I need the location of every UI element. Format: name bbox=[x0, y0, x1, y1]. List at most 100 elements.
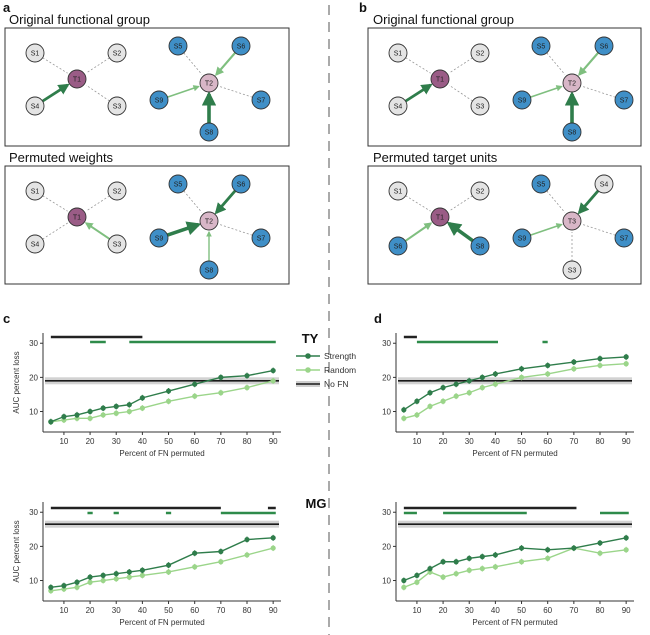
network-b-original: S1 S2 S4 S3 T1 S5 S6 S9 S7 S8 T2 bbox=[388, 36, 634, 142]
y-tick-label: 10 bbox=[382, 408, 391, 417]
y-tick-label: 30 bbox=[29, 508, 38, 517]
network-a-original: S1 S2 S4 S3 T1 S5 S6 S9 S7 S8 T2 bbox=[25, 36, 271, 142]
x-tick-label: 10 bbox=[412, 437, 421, 446]
data-point-random bbox=[597, 362, 603, 369]
data-point-strength bbox=[48, 584, 54, 590]
x-axis-label: Percent of FN permuted bbox=[472, 449, 557, 458]
x-tick-label: 40 bbox=[491, 606, 500, 615]
x-tick-label: 80 bbox=[596, 606, 605, 615]
y-tick-label: 20 bbox=[29, 373, 38, 382]
node-s6 bbox=[231, 36, 251, 56]
data-point-strength bbox=[623, 535, 629, 541]
data-point-strength bbox=[453, 381, 459, 387]
x-tick-label: 70 bbox=[216, 606, 225, 615]
x-axis-label: Percent of FN permuted bbox=[472, 618, 557, 627]
data-point-strength bbox=[139, 567, 145, 573]
node-t2 bbox=[199, 211, 219, 231]
medium-connection-arrow bbox=[404, 222, 433, 242]
series-line-random bbox=[403, 547, 627, 588]
data-point-random bbox=[453, 571, 459, 577]
legend-random-marker bbox=[305, 367, 311, 373]
node-s8 bbox=[562, 122, 582, 142]
data-point-strength bbox=[401, 407, 407, 413]
data-point-strength bbox=[87, 408, 93, 415]
x-tick-label: 50 bbox=[164, 606, 173, 615]
data-point-random bbox=[401, 415, 407, 421]
data-point-random bbox=[545, 555, 551, 561]
weak-connection bbox=[546, 190, 566, 213]
node-s1 bbox=[25, 43, 45, 63]
x-tick-label: 30 bbox=[112, 437, 121, 446]
node-s7 bbox=[251, 228, 271, 248]
node-label: T1 bbox=[436, 77, 444, 84]
node-label: S3 bbox=[476, 104, 485, 111]
node-label: S5 bbox=[174, 44, 183, 51]
data-point-random bbox=[192, 393, 198, 399]
node-label: S6 bbox=[600, 44, 609, 51]
weak-connection bbox=[582, 86, 616, 98]
diagram-title-b-top: Original functional group bbox=[373, 12, 514, 27]
x-tick-label: 10 bbox=[412, 606, 421, 615]
node-s4 bbox=[388, 96, 408, 116]
node-label: T1 bbox=[73, 77, 81, 84]
data-point-random bbox=[126, 574, 132, 580]
node-label: T1 bbox=[436, 215, 444, 222]
node-t2 bbox=[562, 73, 582, 93]
y-tick-label: 30 bbox=[382, 339, 391, 348]
weak-connection bbox=[42, 222, 68, 240]
y-tick-label: 20 bbox=[29, 542, 38, 551]
x-tick-label: 60 bbox=[543, 437, 552, 446]
weak-connection bbox=[86, 57, 110, 74]
x-tick-label: 40 bbox=[138, 606, 147, 615]
panel-label-d: d bbox=[374, 311, 382, 326]
row-label-mg: MG bbox=[306, 496, 327, 511]
data-point-random bbox=[453, 393, 459, 399]
node-s5 bbox=[531, 174, 551, 194]
y-tick-label: 20 bbox=[382, 542, 391, 551]
x-tick-label: 80 bbox=[596, 437, 605, 446]
data-point-strength bbox=[74, 579, 80, 585]
data-point-strength bbox=[126, 569, 132, 575]
data-point-strength bbox=[414, 398, 420, 404]
node-label: S8 bbox=[476, 244, 485, 251]
weak-connection bbox=[183, 190, 203, 213]
x-tick-label: 50 bbox=[517, 437, 526, 446]
diagram-frame-b-bottom bbox=[367, 165, 642, 285]
x-tick-label: 10 bbox=[59, 606, 68, 615]
node-label: S4 bbox=[31, 104, 40, 111]
node-s1 bbox=[388, 43, 408, 63]
data-point-strength bbox=[597, 540, 603, 546]
legend-strength-label: Strength bbox=[324, 351, 356, 361]
x-tick-label: 20 bbox=[439, 606, 448, 615]
data-point-random bbox=[270, 545, 276, 551]
node-label: S8 bbox=[205, 130, 214, 137]
data-point-strength bbox=[545, 547, 551, 553]
data-point-random bbox=[518, 374, 525, 380]
panel-label-c: c bbox=[3, 311, 10, 326]
data-point-random bbox=[597, 550, 603, 556]
series-line-random bbox=[50, 380, 274, 423]
data-point-strength bbox=[492, 552, 498, 558]
node-label: S3 bbox=[113, 104, 122, 111]
diagram-frame-b-top bbox=[367, 27, 642, 147]
y-tick-label: 30 bbox=[29, 339, 38, 348]
data-point-strength bbox=[244, 373, 250, 379]
chart-d-mg: 10 20 30 40 50 60 70 80 90 10 20 30 Percent of FN pe… bbox=[382, 502, 634, 627]
weak-connection bbox=[86, 195, 110, 212]
data-point-random bbox=[100, 412, 106, 418]
x-tick-label: 10 bbox=[59, 437, 68, 446]
legend-nofn-label: No FN bbox=[324, 379, 349, 389]
node-label: S4 bbox=[600, 182, 609, 189]
node-label: S7 bbox=[257, 236, 266, 243]
weak-connection bbox=[42, 195, 68, 212]
data-point-strength bbox=[61, 583, 67, 589]
node-s9 bbox=[512, 228, 532, 248]
x-tick-label: 70 bbox=[569, 437, 578, 446]
node-label: T1 bbox=[73, 215, 81, 222]
node-s3 bbox=[107, 234, 127, 254]
node-s8 bbox=[470, 236, 490, 256]
y-tick-label: 10 bbox=[29, 577, 38, 586]
x-tick-label: 90 bbox=[269, 606, 278, 615]
weak-connection bbox=[582, 224, 616, 236]
